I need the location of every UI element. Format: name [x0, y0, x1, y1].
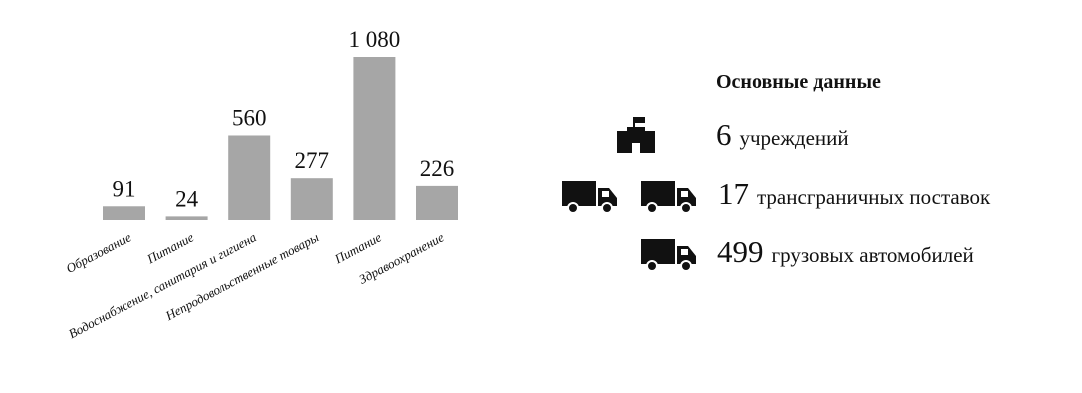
key-figure-label: грузовых автомобилей [771, 243, 974, 267]
category-label: Питание [331, 229, 384, 267]
key-figure-value: 6 [716, 117, 732, 152]
data-label: 226 [420, 156, 455, 181]
key-figure-trucks: 499 грузовых автомобилей [717, 234, 974, 270]
key-figure-label: учреждений [739, 126, 849, 150]
bar [165, 216, 208, 220]
category-label: Образование [64, 229, 134, 276]
data-label: 91 [113, 176, 136, 201]
building-flag-icon [615, 117, 657, 153]
bar [353, 57, 396, 220]
key-figure-cross-border-shipments: 17 трансграничных поставок [718, 176, 990, 212]
data-label: 277 [295, 148, 330, 173]
bar [228, 135, 271, 220]
bar-chart: 91Образование24Питание560Водоснабжение, … [64, 27, 458, 341]
bar [290, 178, 333, 220]
truck-icon [562, 179, 618, 215]
bar [103, 206, 145, 220]
key-figure-institutions: 6 учреждений [716, 117, 849, 153]
bar [416, 185, 458, 220]
truck-icon [641, 179, 697, 215]
key-figure-label: трансграничных поставок [757, 185, 991, 209]
key-figure-value: 499 [717, 234, 764, 269]
data-label: 1 080 [349, 27, 401, 52]
key-figure-value: 17 [718, 176, 749, 211]
data-label: 560 [232, 105, 267, 130]
truck-icon [641, 237, 697, 273]
key-figures-title: Основные данные [716, 71, 881, 93]
category-label: Питание [143, 229, 196, 267]
data-label: 24 [175, 186, 199, 211]
